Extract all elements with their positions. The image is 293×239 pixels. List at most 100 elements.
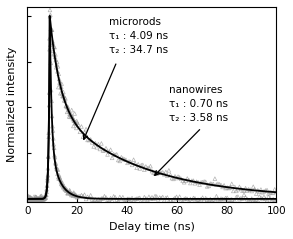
Point bbox=[28, 195, 32, 199]
Point bbox=[87, 138, 91, 142]
Point bbox=[116, 199, 121, 203]
Point bbox=[39, 199, 43, 202]
Point bbox=[274, 190, 279, 194]
Point bbox=[130, 196, 134, 200]
Point bbox=[245, 189, 249, 193]
Point bbox=[56, 72, 61, 76]
Point bbox=[73, 121, 77, 125]
Point bbox=[33, 197, 38, 201]
Point bbox=[222, 184, 226, 187]
Point bbox=[269, 191, 274, 195]
Point bbox=[48, 27, 53, 31]
Point bbox=[58, 178, 63, 181]
Point bbox=[176, 175, 180, 179]
Point bbox=[38, 197, 43, 201]
Point bbox=[100, 196, 105, 200]
Point bbox=[142, 195, 147, 199]
Point bbox=[52, 153, 57, 157]
Point bbox=[150, 195, 154, 199]
Point bbox=[70, 192, 75, 196]
Point bbox=[71, 119, 76, 122]
Point bbox=[258, 188, 263, 191]
Point bbox=[43, 193, 48, 197]
Point bbox=[205, 198, 209, 201]
Point bbox=[36, 198, 41, 202]
Point bbox=[56, 64, 60, 68]
Point bbox=[193, 196, 197, 200]
Point bbox=[253, 187, 257, 191]
Point bbox=[82, 130, 87, 134]
Point bbox=[51, 136, 56, 140]
Point bbox=[162, 172, 167, 176]
Point bbox=[229, 182, 234, 186]
Point bbox=[99, 141, 104, 145]
Point bbox=[67, 190, 71, 194]
Point bbox=[254, 198, 259, 202]
Point bbox=[45, 179, 50, 182]
Point bbox=[69, 114, 73, 117]
Point bbox=[182, 180, 187, 184]
Point bbox=[124, 198, 128, 202]
Point bbox=[131, 198, 136, 202]
Point bbox=[266, 191, 271, 195]
Point bbox=[76, 123, 81, 126]
Point bbox=[64, 104, 69, 108]
Point bbox=[272, 187, 277, 191]
Point bbox=[139, 163, 144, 167]
Point bbox=[65, 105, 70, 109]
Point bbox=[74, 194, 78, 197]
Point bbox=[228, 185, 233, 189]
Point bbox=[27, 197, 31, 201]
Point bbox=[46, 135, 51, 139]
Point bbox=[257, 190, 262, 194]
Point bbox=[66, 191, 71, 195]
Point bbox=[188, 197, 193, 201]
Point bbox=[66, 191, 70, 195]
Point bbox=[53, 58, 58, 62]
Point bbox=[236, 195, 240, 199]
Point bbox=[190, 179, 194, 183]
Point bbox=[253, 199, 257, 203]
Point bbox=[186, 178, 191, 182]
Point bbox=[37, 197, 42, 201]
Point bbox=[72, 193, 77, 196]
Point bbox=[88, 193, 93, 197]
Point bbox=[146, 195, 151, 199]
Point bbox=[159, 171, 163, 175]
Point bbox=[59, 86, 63, 89]
Point bbox=[251, 185, 255, 189]
Point bbox=[105, 152, 110, 156]
Point bbox=[91, 145, 96, 148]
Point bbox=[176, 197, 180, 201]
Point bbox=[262, 190, 266, 193]
Point bbox=[255, 188, 260, 192]
Point bbox=[65, 191, 70, 195]
Point bbox=[31, 198, 36, 201]
Point bbox=[62, 98, 67, 102]
Point bbox=[186, 200, 191, 204]
Point bbox=[151, 171, 156, 175]
Point bbox=[35, 197, 40, 201]
Point bbox=[70, 115, 75, 119]
Point bbox=[179, 177, 183, 181]
Point bbox=[38, 196, 43, 200]
Point bbox=[76, 195, 81, 198]
Point bbox=[62, 185, 67, 188]
Point bbox=[223, 196, 228, 200]
Point bbox=[206, 184, 211, 188]
Point bbox=[237, 197, 242, 201]
Point bbox=[52, 45, 57, 49]
Point bbox=[30, 197, 35, 201]
Point bbox=[168, 173, 173, 177]
Point bbox=[226, 186, 231, 190]
Point bbox=[29, 198, 34, 201]
Point bbox=[245, 197, 249, 201]
Point bbox=[200, 196, 205, 200]
Point bbox=[196, 198, 200, 201]
Point bbox=[99, 197, 104, 201]
Point bbox=[131, 158, 136, 162]
Point bbox=[153, 172, 157, 175]
Point bbox=[200, 180, 205, 184]
Point bbox=[30, 198, 34, 201]
Point bbox=[58, 91, 63, 95]
